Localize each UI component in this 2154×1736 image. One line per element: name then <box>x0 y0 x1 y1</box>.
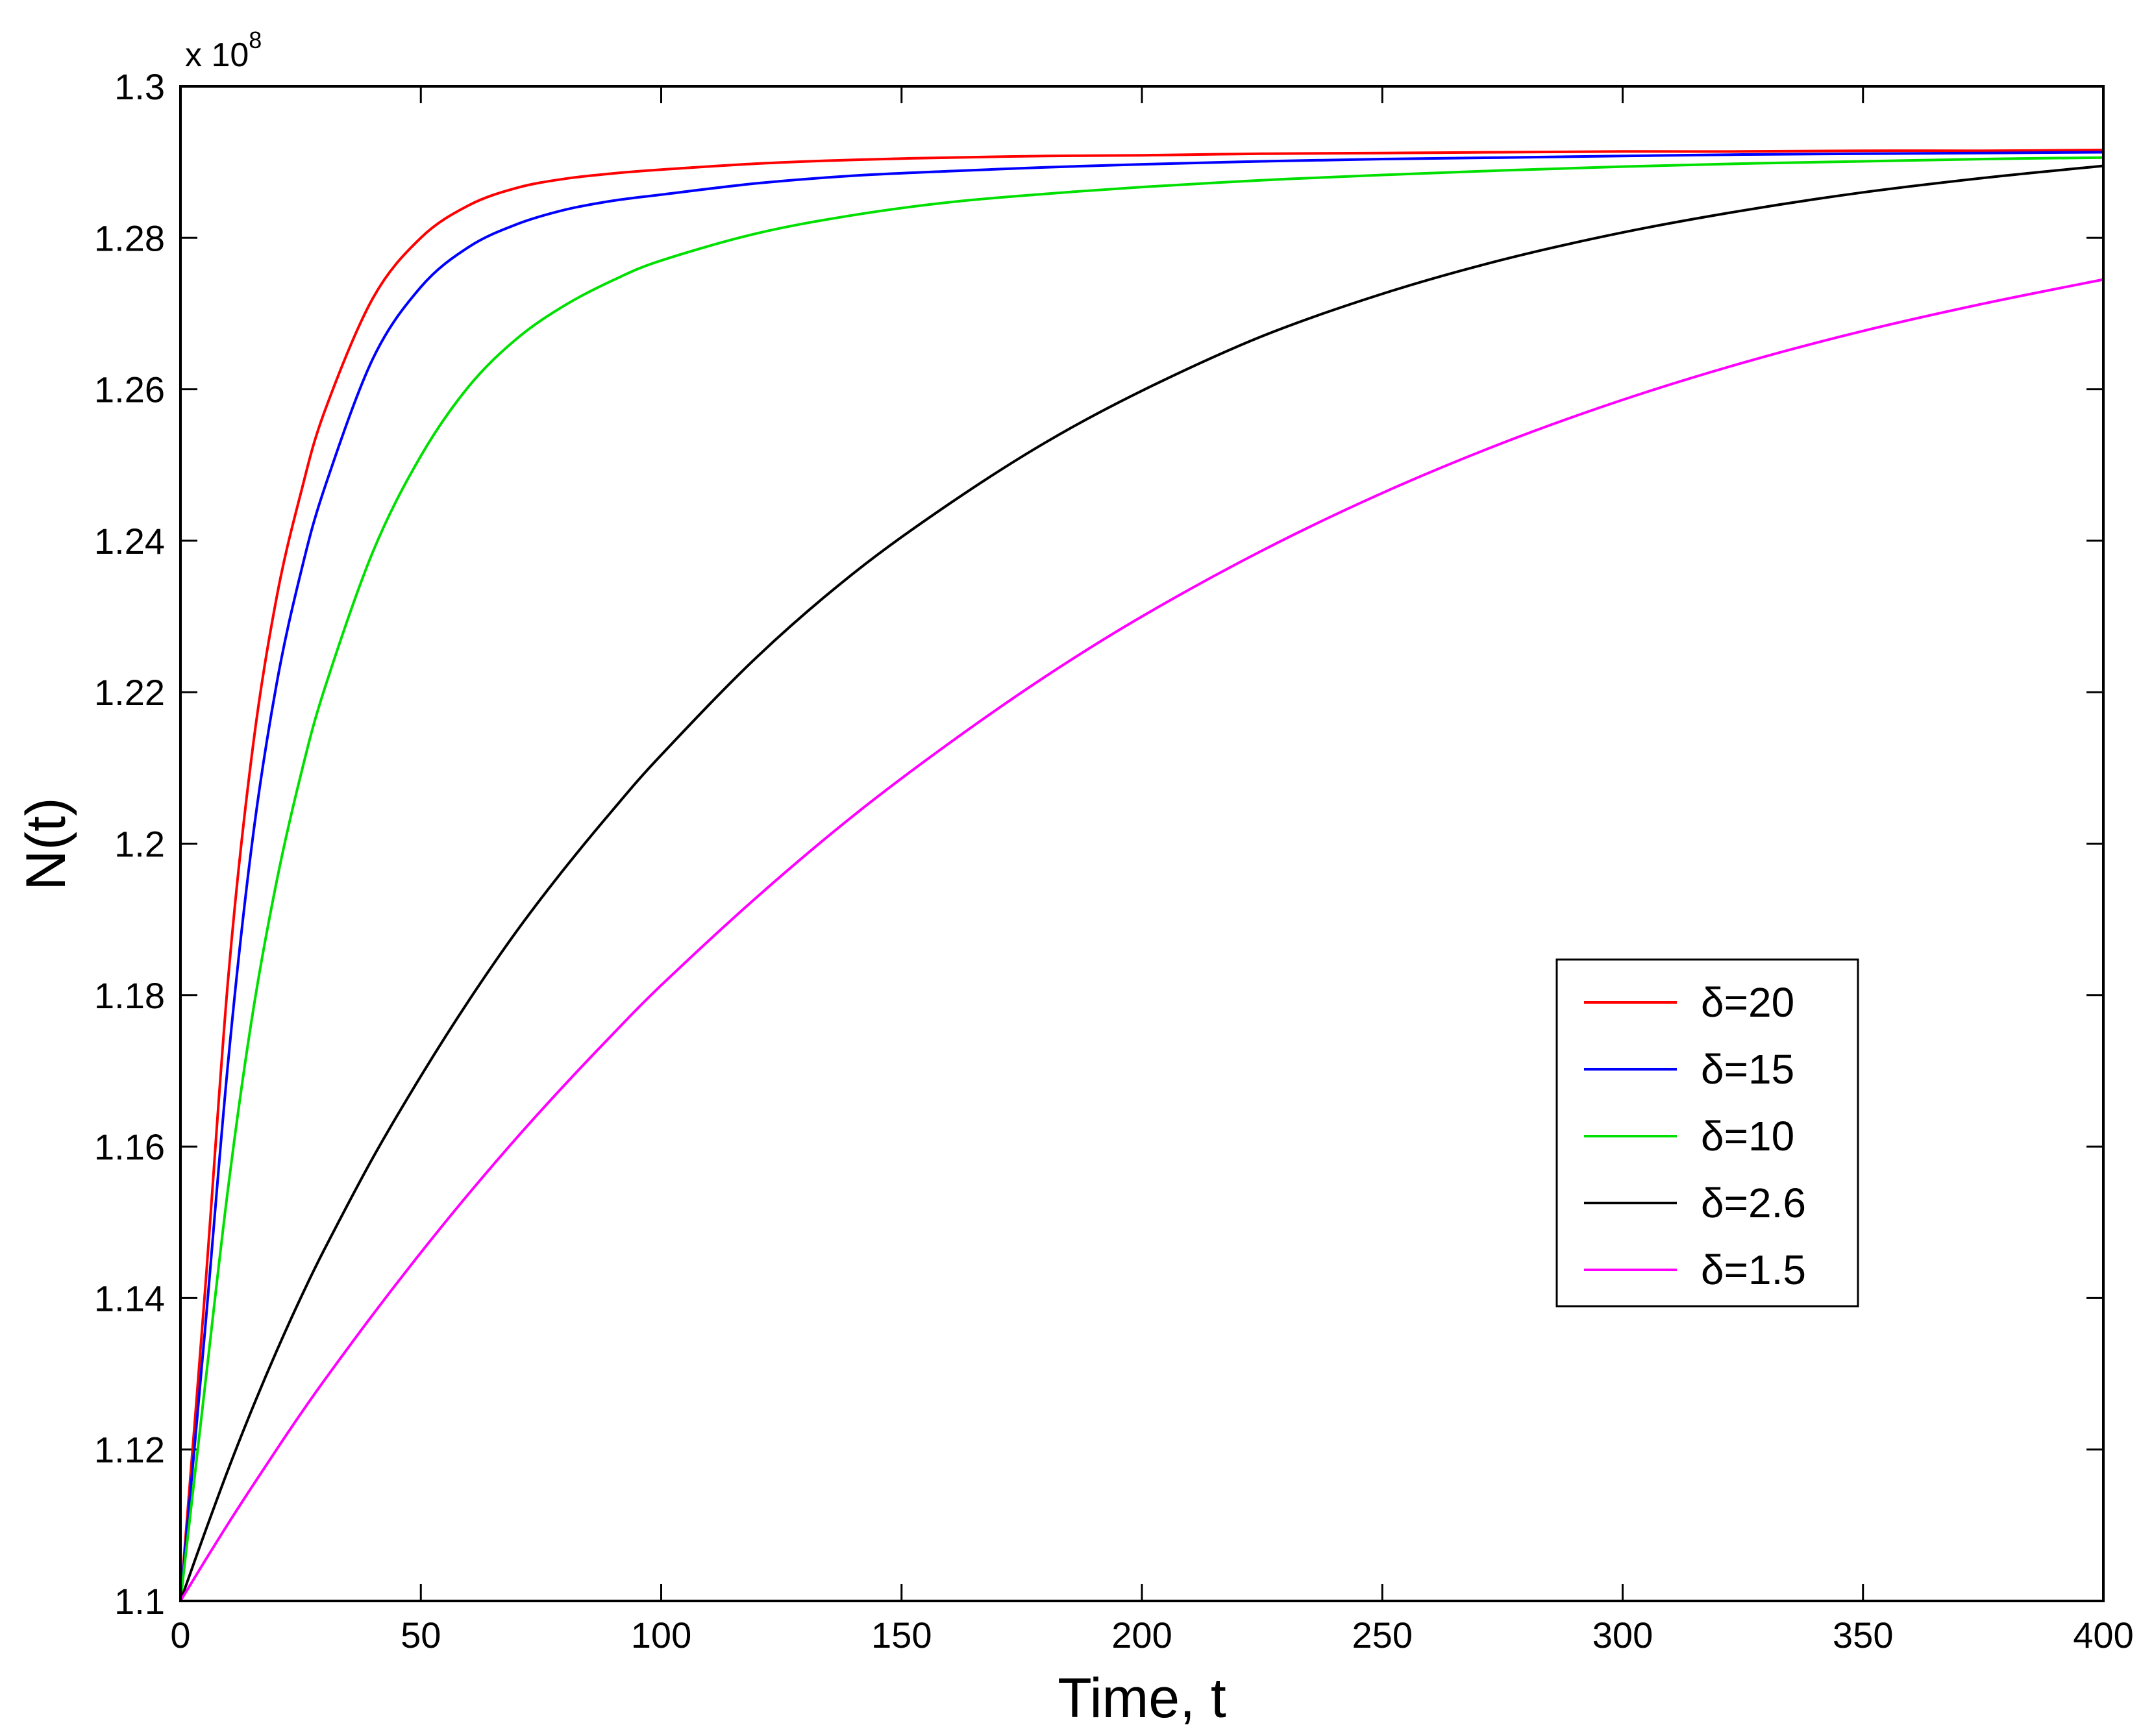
y-tick-label: 1.2 <box>114 824 165 865</box>
legend: δ=20 δ=15 δ=10 δ=2.6 δ=1.5 <box>1555 958 1859 1308</box>
x-tick-label: 350 <box>1833 1615 1893 1655</box>
legend-box <box>1555 958 1859 1308</box>
legend-label-2: δ=10 <box>1701 1113 1794 1159</box>
x-axis-ticks: 0 50 100 150 200 250 300 350 400 <box>170 86 2134 1655</box>
legend-label-3: δ=2.6 <box>1701 1180 1806 1226</box>
x-tick-label: 200 <box>1111 1615 1172 1655</box>
y-tick-label: 1.14 <box>94 1278 165 1319</box>
y-tick-label: 1.28 <box>94 217 165 258</box>
y-tick-label: 1.26 <box>94 369 165 410</box>
series-line-1 <box>179 151 2104 1602</box>
plot-area <box>180 86 2103 1601</box>
y-tick-label: 1.12 <box>94 1430 165 1470</box>
y-axis-multiplier: x 108 <box>185 27 262 74</box>
y-tick-label: 1.3 <box>114 66 165 107</box>
x-tick-label: 400 <box>2073 1615 2133 1655</box>
series-line-3 <box>179 164 2104 1602</box>
y-tick-label: 1.1 <box>114 1581 165 1622</box>
y-tick-label: 1.18 <box>94 975 165 1016</box>
y-axis-multiplier-exponent: 8 <box>249 27 262 53</box>
legend-label-0: δ=20 <box>1701 979 1794 1026</box>
series-lines <box>179 149 2104 1602</box>
series-line-2 <box>179 156 2104 1602</box>
y-axis-title: N(t) <box>15 797 77 890</box>
y-tick-label: 1.22 <box>94 672 165 713</box>
y-axis-ticks: 1.1 1.12 1.14 1.16 1.18 1.2 1.22 1.24 1.26 1.28 1.… <box>94 66 2103 1622</box>
x-tick-label: 300 <box>1592 1615 1653 1655</box>
x-tick-label: 100 <box>631 1615 691 1655</box>
plot-frame <box>179 85 2105 1602</box>
legend-label-1: δ=15 <box>1701 1046 1794 1093</box>
x-axis-title: Time, t <box>1058 1667 1226 1730</box>
x-tick-label: 250 <box>1352 1615 1413 1655</box>
legend-label-4: δ=1.5 <box>1701 1246 1806 1293</box>
x-tick-label: 50 <box>401 1615 441 1655</box>
y-tick-label: 1.16 <box>94 1126 165 1167</box>
series-line-0 <box>179 149 2104 1602</box>
y-tick-label: 1.24 <box>94 521 165 562</box>
series-line-4 <box>179 278 2104 1602</box>
x-tick-label: 0 <box>170 1615 190 1655</box>
x-tick-label: 150 <box>871 1615 932 1655</box>
